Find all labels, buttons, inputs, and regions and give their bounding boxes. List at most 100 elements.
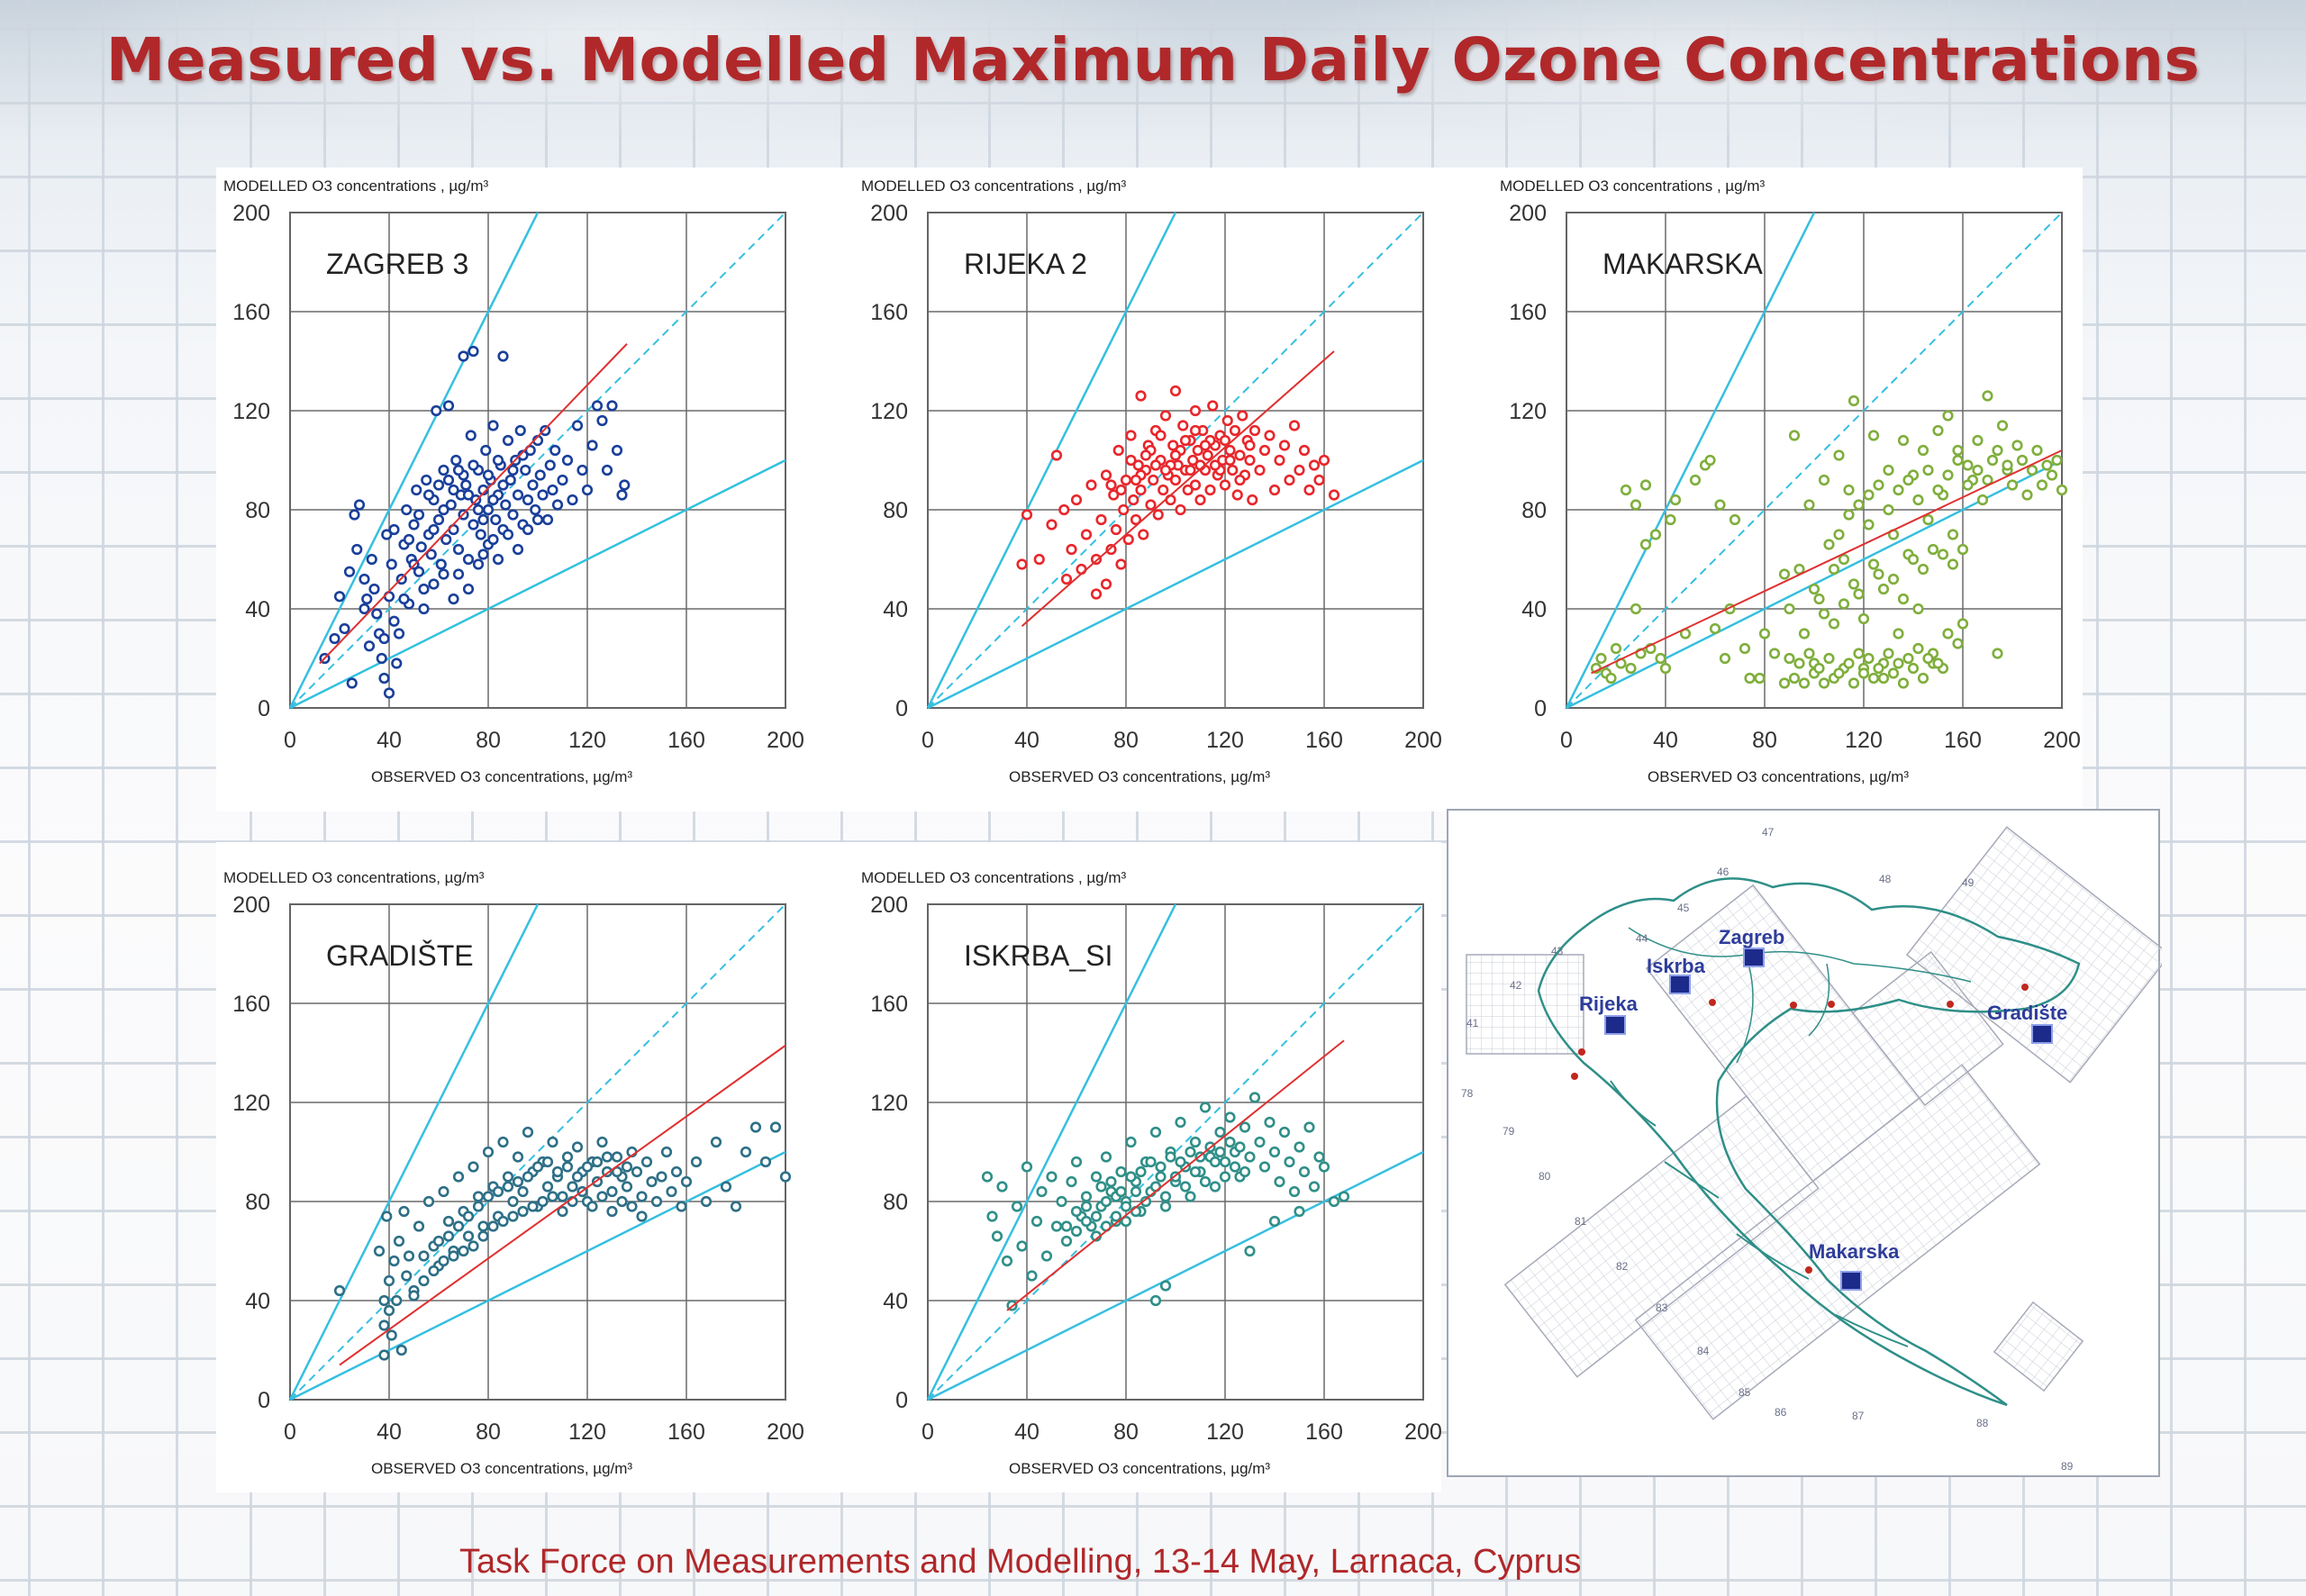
- data-point: [349, 509, 360, 521]
- data-point: [710, 1136, 722, 1148]
- data-point: [1719, 652, 1731, 665]
- data-point: [411, 484, 422, 496]
- data-point: [442, 400, 455, 412]
- data-point: [422, 1195, 435, 1208]
- data-point: [1833, 529, 1845, 540]
- data-point: [1185, 1146, 1196, 1158]
- data-point: [1234, 474, 1246, 486]
- y-tick-label: 120: [870, 399, 908, 424]
- y-tick-label: 120: [870, 1091, 908, 1116]
- data-point: [386, 1329, 397, 1341]
- data-point: [1135, 1165, 1147, 1178]
- cell-number: 81: [1575, 1215, 1587, 1228]
- data-point: [1912, 603, 1924, 615]
- cell-number: 43: [1551, 945, 1564, 957]
- data-point: [1229, 424, 1241, 437]
- data-point: [544, 459, 556, 471]
- map-grid-west: [1466, 954, 1584, 1055]
- data-point: [1135, 390, 1147, 402]
- data-point: [720, 1181, 732, 1192]
- data-point: [596, 414, 608, 427]
- data-point: [1085, 479, 1097, 491]
- data-point: [1843, 509, 1855, 521]
- data-point: [359, 603, 370, 615]
- data-point: [1328, 489, 1340, 501]
- data-point: [343, 566, 356, 577]
- data-point: [571, 420, 584, 431]
- data-point: [1070, 1156, 1083, 1168]
- data-point: [527, 1201, 539, 1212]
- data-point: [477, 1220, 489, 1232]
- data-point: [440, 533, 452, 546]
- data-point: [1224, 1136, 1236, 1148]
- data-point: [1897, 593, 1910, 605]
- regression-line: [1021, 350, 1335, 628]
- data-point: [383, 1304, 395, 1317]
- data-point: [492, 1185, 504, 1198]
- data-point: [504, 474, 516, 486]
- x-tick-label: 0: [921, 728, 934, 753]
- data-point: [480, 444, 492, 457]
- data-point: [1046, 519, 1058, 530]
- data-point: [1149, 1126, 1162, 1138]
- data-point: [428, 1265, 440, 1277]
- data-point: [1149, 459, 1162, 471]
- data-point: [507, 1211, 519, 1222]
- data-point: [359, 573, 370, 585]
- data-point: [1138, 529, 1149, 540]
- data-point: [425, 549, 437, 560]
- cell-number: 44: [1636, 932, 1648, 945]
- map-label-zagreb: Zagreb: [1719, 926, 1784, 948]
- data-point: [1823, 652, 1835, 665]
- data-point: [1258, 444, 1271, 457]
- data-point: [1893, 657, 1904, 669]
- data-point: [418, 1250, 430, 1262]
- data-point: [1058, 503, 1070, 516]
- data-point: [381, 1211, 393, 1222]
- data-point: [438, 1255, 449, 1267]
- y-tick-label: 120: [232, 1091, 270, 1116]
- data-point: [1070, 1205, 1083, 1218]
- data-point: [388, 523, 400, 536]
- data-point: [1159, 1280, 1172, 1292]
- data-point: [1036, 1185, 1048, 1198]
- data-point: [1294, 1141, 1305, 1153]
- y-axis-label: MODELLED O3 concentrations, µg/m³: [223, 869, 485, 886]
- x-tick-label: 80: [476, 728, 501, 753]
- data-point: [502, 529, 514, 540]
- data-point: [477, 513, 489, 526]
- data-point: [482, 1191, 495, 1202]
- data-point: [547, 484, 558, 496]
- data-point: [1328, 1195, 1340, 1208]
- data-point: [621, 1161, 633, 1173]
- data-point: [386, 558, 397, 570]
- data-point: [1338, 1191, 1350, 1202]
- data-point: [472, 1201, 485, 1212]
- data-point: [462, 1211, 475, 1222]
- data-point: [1308, 459, 1321, 471]
- data-point: [1185, 1191, 1196, 1202]
- data-point: [1813, 662, 1825, 675]
- data-point: [1115, 484, 1127, 496]
- data-point: [1108, 489, 1120, 501]
- data-point: [500, 499, 512, 511]
- data-point: [1729, 513, 1741, 526]
- data-point: [487, 533, 499, 546]
- data-point: [497, 1215, 509, 1228]
- data-point: [438, 568, 449, 580]
- data-point: [361, 593, 373, 605]
- regression-line: [319, 343, 628, 665]
- data-point: [1778, 677, 1791, 689]
- data-point: [1209, 1181, 1221, 1192]
- ref-line-1to1: [1566, 212, 2063, 709]
- data-point: [1207, 400, 1219, 412]
- ref-line-1to2: [289, 458, 786, 710]
- data-point: [408, 1290, 420, 1301]
- data-point: [537, 1195, 549, 1208]
- data-point: [1021, 509, 1033, 521]
- data-point: [1056, 1195, 1067, 1208]
- y-tick-label: 160: [870, 992, 908, 1017]
- data-point: [1793, 563, 1805, 576]
- measurement-dots: [1571, 984, 2029, 1274]
- data-point: [1090, 1171, 1103, 1183]
